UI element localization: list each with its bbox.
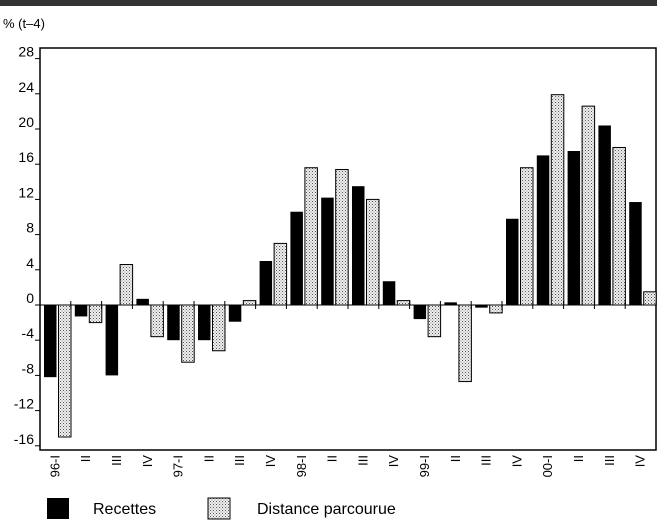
x-tick-label: IV: [386, 455, 401, 468]
bar-recettes-12: [413, 305, 427, 320]
y-tick-label: 8: [26, 220, 34, 236]
x-tick-label: III: [355, 455, 370, 466]
x-tick-label: IV: [633, 455, 648, 468]
bar-distance-13: [458, 304, 472, 383]
bar-recettes-13: [444, 302, 457, 305]
bar-recettes-7: [259, 261, 273, 305]
bar-recettes-10: [352, 186, 365, 305]
plot-frame: [39, 47, 657, 451]
x-axis: 96-I II III IV 97-I II III IV 98-I II III IV 99-I II I…: [39, 301, 657, 477]
y-tick-label: -16: [14, 431, 34, 447]
legend: Recettes Distance parcourue: [47, 497, 396, 520]
bar-recettes-1: [74, 305, 88, 317]
x-tick-label: 97-I: [171, 455, 186, 477]
bar-recettes-4: [167, 305, 180, 341]
bar-distance-2: [119, 264, 134, 306]
x-tick-label: 96-I: [47, 455, 62, 477]
legend-swatch-recettes: [47, 498, 69, 519]
x-tick-label: II: [325, 455, 340, 462]
y-tick-label: 24: [18, 79, 34, 95]
bar-recettes-6: [228, 305, 242, 322]
bar-distance-8: [304, 167, 318, 306]
x-tick-label: II: [201, 455, 216, 462]
x-tick-label: II: [448, 455, 463, 462]
top-rule: [0, 0, 657, 6]
bar-distance-7: [273, 242, 288, 306]
bar-distance-11: [396, 300, 411, 306]
bar-recettes-5: [198, 305, 211, 341]
y-axis: 28 24 20 16 12 8 4 0 -4 -8 -12 -16: [14, 44, 40, 447]
bar-recettes-0: [44, 305, 57, 378]
bars: [44, 94, 657, 438]
bar-distance-10: [366, 198, 380, 306]
x-tick-label: III: [479, 455, 494, 466]
bar-recettes-17: [567, 151, 581, 305]
x-tick-label: 98-I: [294, 455, 309, 477]
bar-recettes-11: [382, 281, 396, 305]
bar-distance-0: [58, 304, 72, 438]
bar-distance-3: [150, 304, 164, 338]
bar-recettes-3: [136, 298, 149, 305]
bar-distance-4: [181, 304, 195, 363]
bar-distance-17: [581, 105, 596, 306]
legend-label-recettes: Recettes: [93, 501, 156, 518]
legend-label-distance: Distance parcourue: [257, 501, 396, 518]
bar-distance-15: [520, 167, 534, 306]
bar-distance-5: [212, 304, 226, 352]
bar-distance-16: [550, 94, 565, 306]
x-tick-label: 99-I: [417, 455, 432, 477]
legend-swatch-distance: [207, 497, 231, 520]
y-tick-label: 0: [26, 290, 34, 306]
unit-label: % (t–4): [3, 16, 45, 31]
y-tick-label: -4: [22, 325, 35, 341]
x-tick-label: III: [232, 455, 247, 466]
bar-recettes-2: [105, 305, 119, 376]
bar-recettes-15: [506, 218, 519, 305]
bar-recettes-14: [475, 305, 488, 308]
x-tick-label: II: [78, 455, 93, 462]
bar-distance-12: [427, 304, 442, 338]
x-tick-label: 00-I: [540, 455, 555, 477]
y-tick-label: 4: [26, 255, 34, 271]
bar-recettes-8: [290, 211, 303, 305]
x-tick-label: IV: [140, 455, 155, 468]
bar-recettes-18: [598, 125, 611, 305]
y-tick-label: -12: [14, 396, 34, 412]
x-tick-label: II: [571, 455, 586, 462]
bar-distance-6: [242, 300, 257, 306]
bar-distance-9: [335, 168, 349, 306]
bar-recettes-16: [536, 155, 550, 305]
y-tick-label: -8: [22, 360, 35, 376]
x-tick-label: IV: [263, 455, 278, 468]
y-tick-label: 12: [18, 184, 34, 200]
y-tick-label: 20: [18, 114, 34, 130]
bar-distance-1: [88, 304, 103, 324]
bar-recettes-19: [629, 202, 642, 305]
x-tick-label: III: [602, 455, 617, 466]
bar-recettes-9: [321, 197, 334, 305]
y-tick-label: 16: [18, 149, 34, 165]
bar-distance-18: [612, 146, 626, 306]
bar-distance-14: [489, 304, 503, 314]
x-tick-label: IV: [509, 455, 524, 468]
y-tick-label: 28: [18, 44, 34, 60]
x-tick-label: III: [109, 455, 124, 466]
bar-distance-19: [643, 291, 657, 306]
